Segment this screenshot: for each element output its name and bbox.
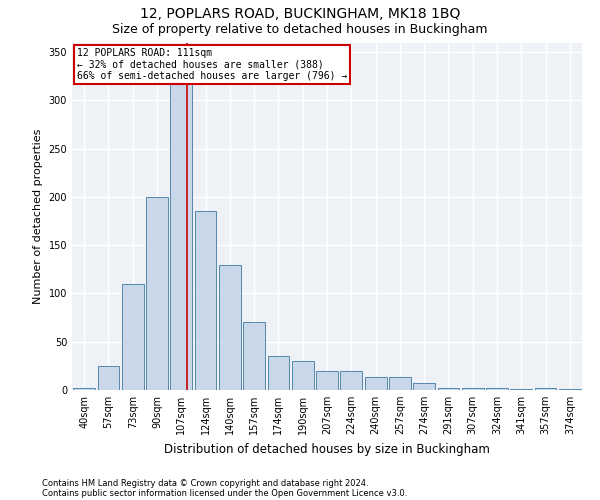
Bar [97,366,119,390]
Bar [437,388,460,390]
Bar [413,383,435,390]
Text: Contains public sector information licensed under the Open Government Licence v3: Contains public sector information licen… [42,488,407,498]
Text: Contains HM Land Registry data © Crown copyright and database right 2024.: Contains HM Land Registry data © Crown c… [42,478,368,488]
Bar [73,388,95,390]
Bar [559,389,581,390]
Text: 12, POPLARS ROAD, BUCKINGHAM, MK18 1BQ: 12, POPLARS ROAD, BUCKINGHAM, MK18 1BQ [140,8,460,22]
Bar [316,370,338,390]
Text: 12 POPLARS ROAD: 111sqm
← 32% of detached houses are smaller (388)
66% of semi-d: 12 POPLARS ROAD: 111sqm ← 32% of detache… [77,48,347,81]
Text: Size of property relative to detached houses in Buckingham: Size of property relative to detached ho… [112,22,488,36]
Bar [292,361,314,390]
Y-axis label: Number of detached properties: Number of detached properties [33,128,43,304]
Bar [219,264,241,390]
Bar [462,388,484,390]
Bar [389,378,411,390]
Bar [146,197,168,390]
Bar [486,388,508,390]
Bar [340,370,362,390]
Bar [365,378,386,390]
Bar [170,76,192,390]
Bar [268,356,289,390]
Bar [194,212,217,390]
Bar [511,389,532,390]
X-axis label: Distribution of detached houses by size in Buckingham: Distribution of detached houses by size … [164,442,490,456]
Bar [535,388,556,390]
Bar [243,322,265,390]
Bar [122,284,143,390]
